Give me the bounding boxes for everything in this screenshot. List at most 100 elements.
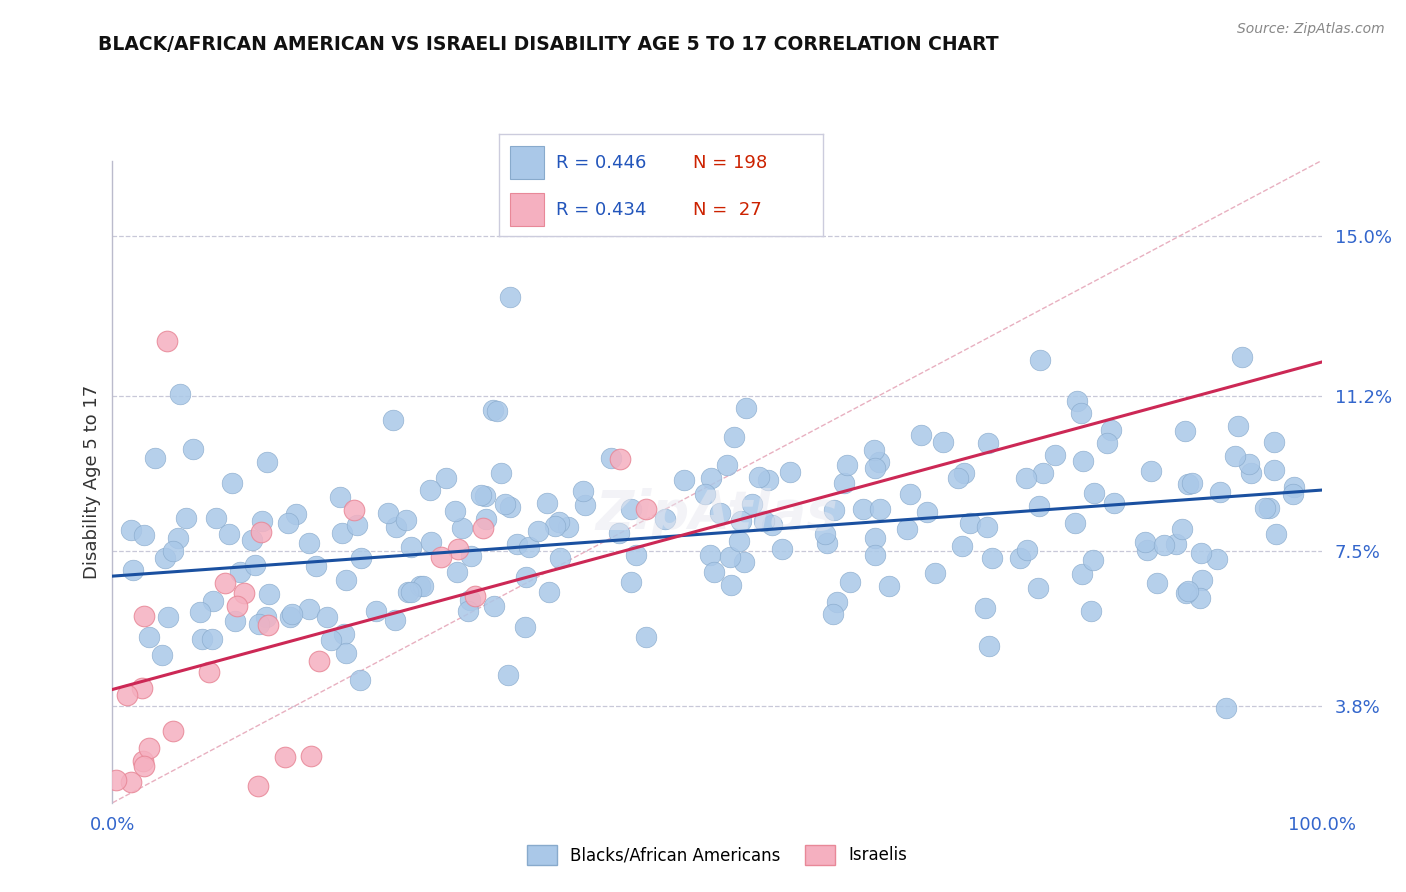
Point bbox=[214, 576, 236, 591]
Point bbox=[1171, 522, 1194, 536]
Point bbox=[226, 599, 249, 614]
Point bbox=[162, 543, 184, 558]
Point bbox=[229, 565, 252, 579]
Point bbox=[863, 443, 886, 458]
Point bbox=[557, 520, 579, 534]
Point bbox=[471, 521, 494, 535]
Point bbox=[332, 627, 354, 641]
Point bbox=[700, 471, 723, 485]
Point bbox=[474, 512, 496, 526]
Point bbox=[513, 620, 536, 634]
Point bbox=[752, 514, 775, 528]
Point bbox=[246, 779, 269, 793]
Point bbox=[1080, 604, 1102, 618]
Point bbox=[620, 502, 643, 516]
Point bbox=[482, 402, 505, 417]
Point bbox=[155, 551, 177, 566]
Point bbox=[330, 525, 353, 540]
Point bbox=[221, 475, 243, 490]
Point bbox=[1263, 435, 1285, 450]
Point bbox=[699, 549, 721, 563]
Point bbox=[1070, 406, 1092, 420]
Point bbox=[132, 609, 155, 624]
Legend: Blacks/African Americans, Israelis: Blacks/African Americans, Israelis bbox=[520, 838, 914, 871]
Point bbox=[1188, 591, 1211, 605]
Point bbox=[366, 604, 388, 618]
Point bbox=[104, 773, 127, 788]
Point bbox=[412, 579, 434, 593]
Point bbox=[527, 524, 550, 538]
Point bbox=[924, 566, 946, 580]
Point bbox=[299, 749, 322, 764]
Point bbox=[496, 668, 519, 682]
Point bbox=[910, 428, 932, 442]
Point bbox=[131, 681, 153, 696]
Point bbox=[779, 465, 801, 479]
Point bbox=[1180, 476, 1202, 491]
Point bbox=[863, 548, 886, 562]
Point bbox=[1099, 423, 1122, 437]
Point bbox=[973, 601, 995, 615]
Point bbox=[979, 639, 1001, 653]
Point bbox=[720, 578, 742, 592]
Point bbox=[183, 442, 205, 456]
FancyBboxPatch shape bbox=[510, 146, 544, 179]
Point bbox=[1026, 582, 1049, 596]
Point bbox=[1028, 352, 1050, 367]
Point bbox=[959, 516, 981, 530]
Point bbox=[443, 504, 465, 518]
Point bbox=[335, 573, 357, 587]
Point bbox=[756, 473, 779, 487]
Point bbox=[852, 501, 875, 516]
Point bbox=[1226, 418, 1249, 433]
Point bbox=[457, 604, 479, 618]
Point bbox=[823, 607, 845, 622]
Point bbox=[1071, 453, 1094, 467]
Point bbox=[491, 466, 513, 480]
Point bbox=[1265, 526, 1288, 541]
Point bbox=[865, 461, 887, 475]
Point bbox=[1177, 476, 1199, 491]
Point bbox=[1146, 576, 1168, 591]
Point bbox=[304, 558, 326, 573]
Point bbox=[204, 511, 226, 525]
Point bbox=[607, 525, 630, 540]
Point bbox=[1008, 550, 1031, 565]
Point bbox=[409, 579, 432, 593]
Point bbox=[505, 537, 527, 551]
Point bbox=[917, 505, 939, 519]
Point bbox=[460, 549, 482, 563]
Point bbox=[315, 609, 337, 624]
Point bbox=[815, 535, 838, 549]
Point bbox=[429, 549, 451, 564]
Text: ZipAtlas: ZipAtlas bbox=[596, 488, 838, 540]
Point bbox=[877, 579, 900, 593]
Point bbox=[950, 540, 973, 554]
Text: N =  27: N = 27 bbox=[693, 201, 762, 219]
Point bbox=[1209, 485, 1232, 500]
Point bbox=[201, 593, 224, 607]
Point bbox=[1095, 436, 1118, 450]
Point bbox=[547, 515, 569, 529]
Point bbox=[693, 487, 716, 501]
Point bbox=[198, 665, 221, 679]
Point bbox=[150, 648, 173, 662]
Point bbox=[1257, 501, 1279, 516]
Point bbox=[242, 533, 264, 547]
Point bbox=[434, 471, 457, 485]
Point bbox=[346, 518, 368, 533]
Point bbox=[188, 605, 211, 619]
Point bbox=[156, 334, 179, 348]
Point bbox=[464, 589, 486, 603]
Point bbox=[515, 570, 537, 584]
Point bbox=[446, 565, 468, 579]
Point bbox=[1071, 566, 1094, 581]
Point bbox=[277, 516, 299, 530]
Point bbox=[1189, 546, 1212, 560]
Point bbox=[730, 515, 752, 529]
Point bbox=[654, 512, 676, 526]
Point bbox=[298, 601, 321, 615]
Point bbox=[349, 673, 371, 687]
Point bbox=[121, 563, 143, 577]
Point bbox=[718, 550, 741, 565]
